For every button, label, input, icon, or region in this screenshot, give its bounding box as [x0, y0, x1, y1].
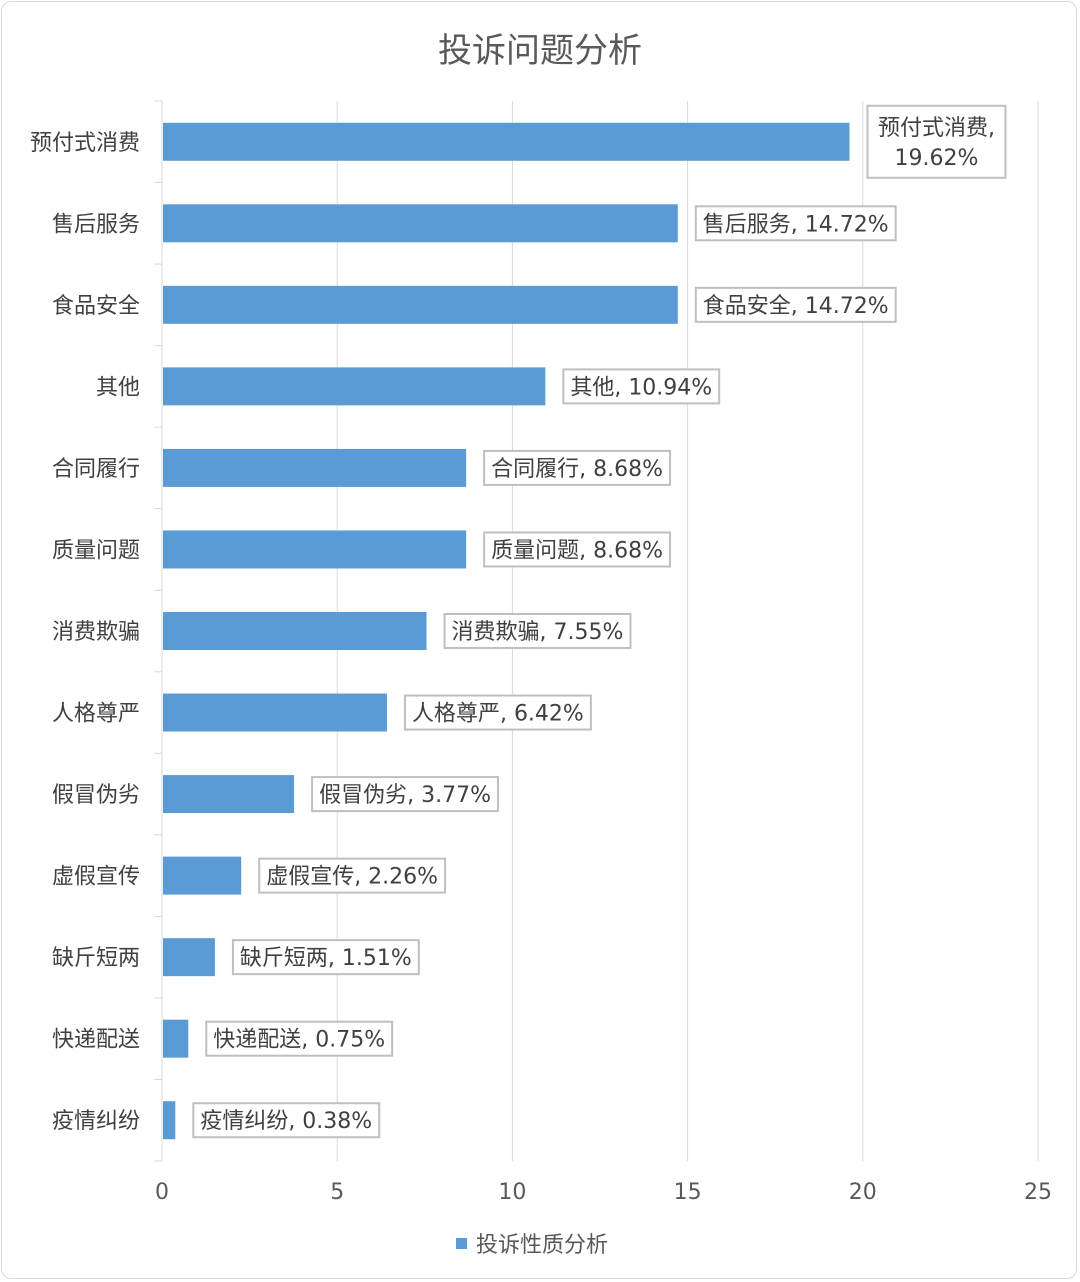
- category-label: 预付式消费: [30, 131, 140, 156]
- legend-swatch: [456, 1238, 467, 1249]
- category-label: 其他: [96, 375, 140, 400]
- bars: [163, 122, 850, 1140]
- data-label-box: [866, 104, 1007, 179]
- legend-label: 投诉性质分析: [476, 1233, 608, 1258]
- bar: [163, 367, 546, 406]
- data-label-box: [483, 449, 672, 486]
- x-tick-label: 20: [849, 1180, 877, 1205]
- data-label-box: [258, 857, 447, 894]
- data-label-box: [403, 694, 592, 731]
- data-label-box: [192, 1102, 381, 1139]
- data-label-box: [205, 1020, 394, 1057]
- data-label: 消费欺骗, 7.55%: [452, 620, 624, 645]
- data-label: 假冒伪劣, 3.77%: [319, 783, 491, 808]
- data-label-box: [562, 368, 721, 405]
- data-label: 合同履行, 8.68%: [491, 457, 663, 482]
- data-label-box: [311, 776, 499, 813]
- category-label: 假冒伪劣: [52, 783, 140, 808]
- x-tick-labels: 0 5 10 15 20 25: [155, 1180, 1052, 1205]
- data-label: 质量问题, 8.68%: [491, 538, 663, 563]
- bar: [163, 693, 387, 732]
- gridlines: [336, 101, 1039, 1161]
- axes: [154, 100, 163, 1162]
- data-labels: 预付式消费, 19.62% 售后服务, 14.72% 食品安全, 14.72% 其他, …: [192, 104, 1007, 1139]
- bar: [163, 122, 850, 161]
- data-label: 售后服务, 14.72%: [703, 212, 889, 237]
- x-tick-label: 10: [498, 1180, 526, 1205]
- bar: [163, 530, 467, 569]
- category-label: 快递配送: [52, 1028, 140, 1053]
- category-labels: 预付式消费售后服务食品安全其他合同履行质量问题消费欺骗人格尊严假冒伪劣虚假宣传缺…: [30, 131, 140, 1134]
- data-label: 快递配送, 0.75%: [213, 1028, 385, 1053]
- data-label: 疫情纠纷, 0.38%: [200, 1109, 372, 1134]
- bar: [163, 204, 678, 243]
- data-label-box: [443, 613, 632, 649]
- bar: [163, 938, 215, 977]
- data-label-box: [231, 939, 420, 976]
- bar: [163, 856, 242, 895]
- category-label: 疫情纠纷: [52, 1109, 140, 1134]
- data-label: 人格尊严, 6.42%: [412, 702, 584, 727]
- category-label: 人格尊严: [52, 702, 140, 727]
- bar: [163, 285, 678, 324]
- data-label-box: [694, 286, 897, 323]
- category-label: 消费欺骗: [52, 620, 140, 645]
- data-label: 食品安全, 14.72%: [703, 294, 889, 319]
- chart-title: 投诉问题分析: [438, 31, 642, 71]
- data-label: 虚假宣传, 2.26%: [266, 865, 438, 890]
- data-label-box: [483, 531, 672, 568]
- data-label: 其他, 10.94%: [570, 375, 712, 400]
- bar: [163, 1019, 189, 1058]
- category-label: 缺斤短两: [52, 946, 140, 971]
- x-tick-label: 0: [155, 1180, 169, 1205]
- category-label: 食品安全: [52, 294, 140, 319]
- data-label: 缺斤短两, 1.51%: [240, 946, 412, 971]
- x-tick-label: 5: [330, 1180, 344, 1205]
- category-label: 虚假宣传: [52, 865, 140, 890]
- bar: [163, 612, 427, 650]
- bar: [163, 775, 295, 814]
- category-label: 质量问题: [52, 538, 140, 563]
- category-label: 合同履行: [52, 457, 140, 482]
- bar: [163, 1101, 176, 1140]
- data-label-box: [694, 205, 897, 242]
- bar: [163, 448, 467, 487]
- legend: 投诉性质分析: [456, 1233, 608, 1258]
- category-label: 售后服务: [52, 212, 140, 237]
- x-tick-label: 15: [674, 1180, 702, 1205]
- data-label: 预付式消费, 19.62%: [878, 116, 995, 171]
- x-tick-label: 25: [1024, 1180, 1052, 1205]
